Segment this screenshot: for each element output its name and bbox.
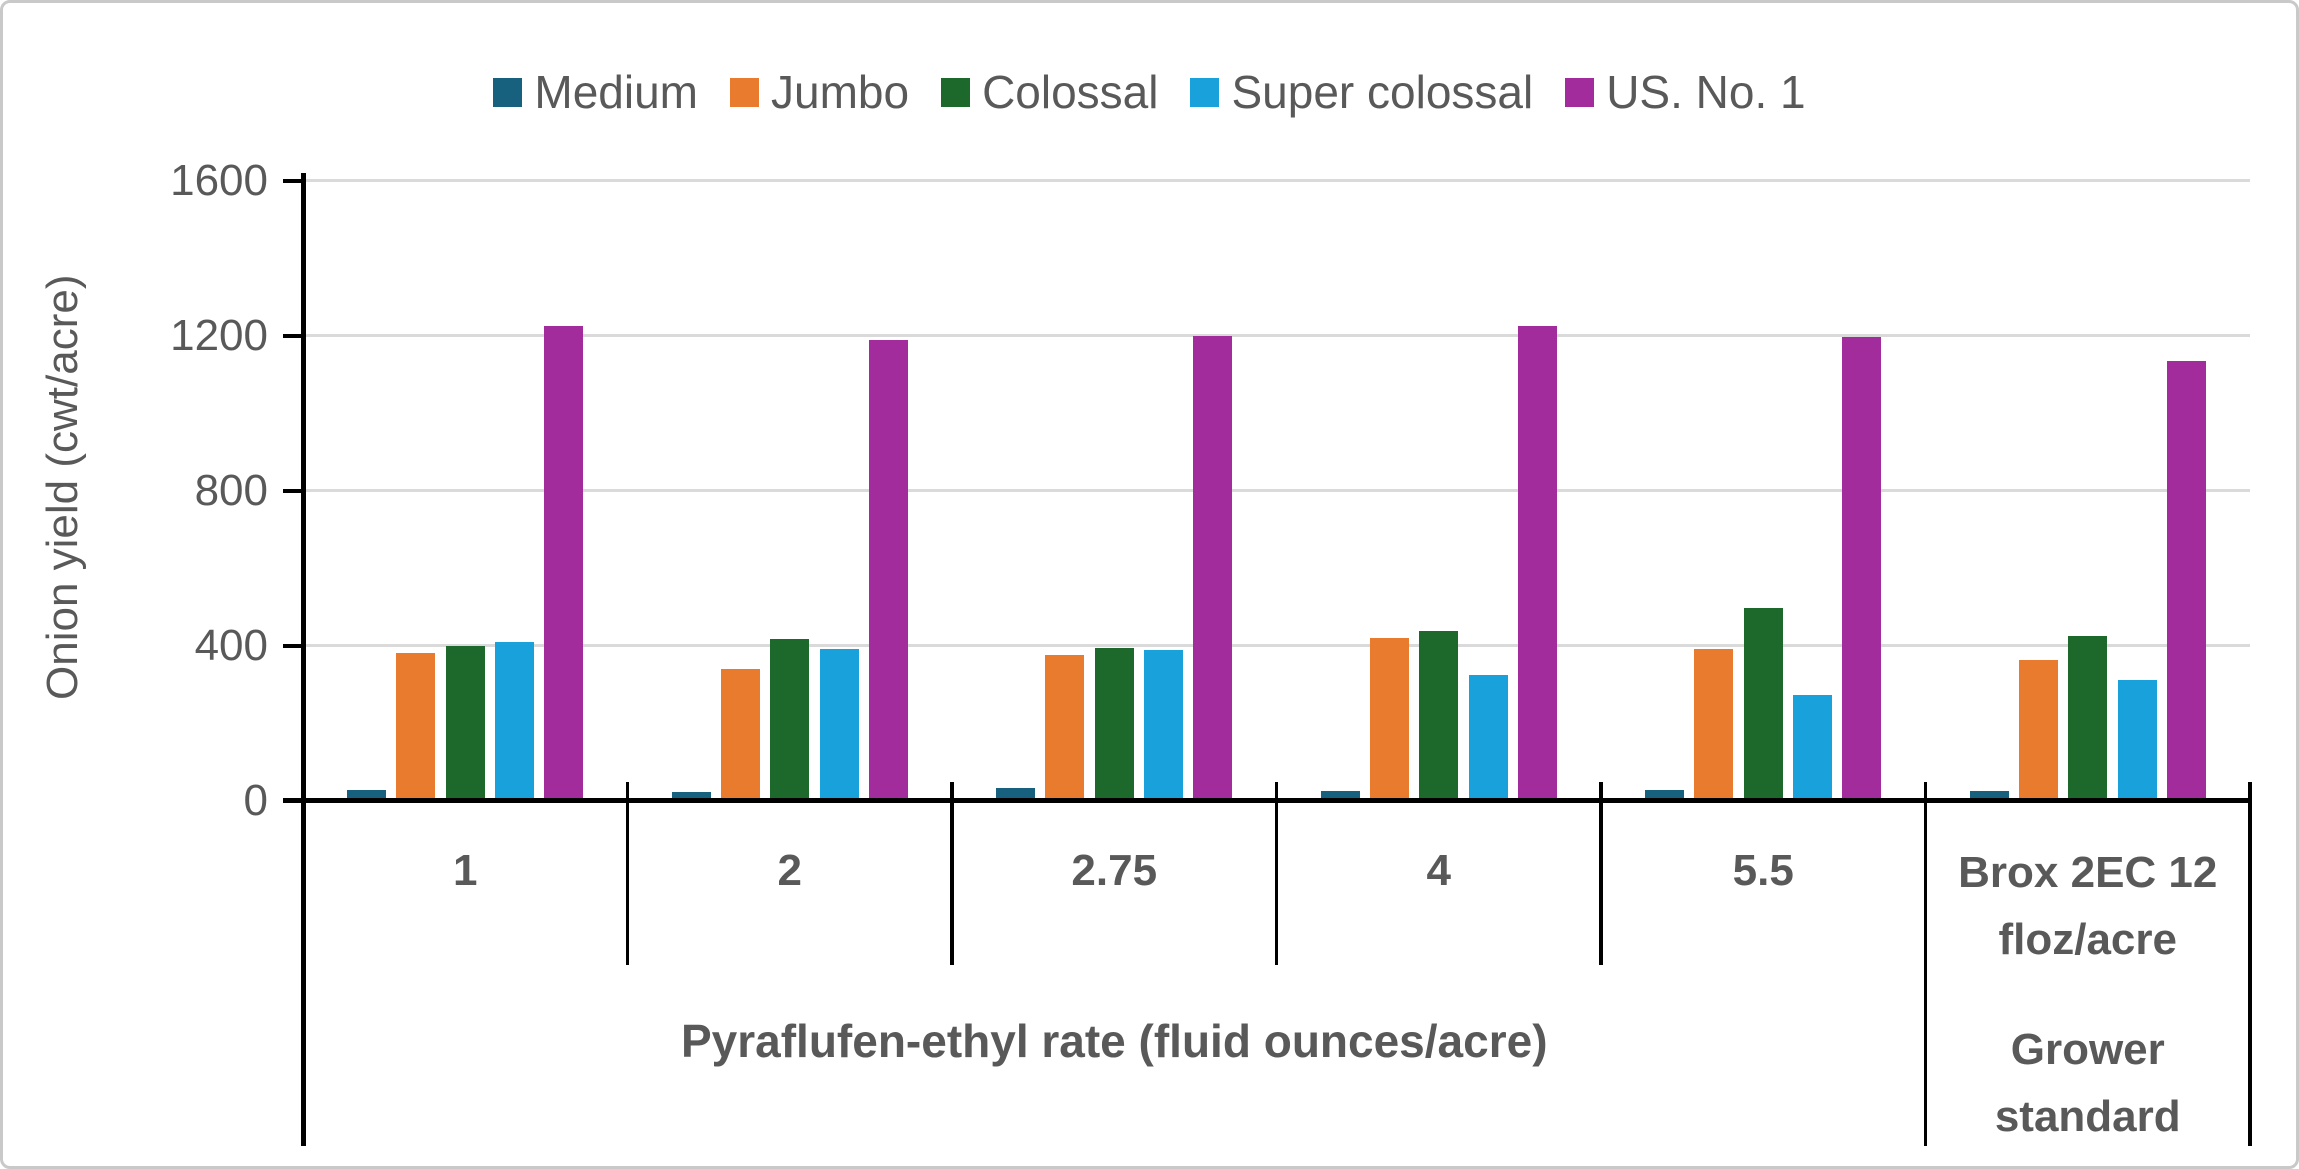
legend-label: Medium bbox=[534, 66, 698, 118]
legend-label: US. No. 1 bbox=[1606, 66, 1806, 118]
plot-right-border bbox=[2248, 782, 2252, 1146]
legend-swatch-us-no-1 bbox=[1565, 77, 1595, 107]
bar-super-colossal bbox=[1468, 674, 1508, 801]
bar-colossal bbox=[1743, 607, 1783, 801]
bar-us-no-1 bbox=[868, 340, 908, 801]
bar-medium bbox=[1969, 790, 2009, 801]
y-tick-label: 800 bbox=[194, 465, 268, 515]
bar-jumbo bbox=[2018, 660, 2058, 801]
legend-swatch-super-colossal bbox=[1190, 77, 1220, 107]
gridline bbox=[303, 179, 2250, 182]
category-separator bbox=[1923, 782, 1928, 1146]
y-tick-label: 1200 bbox=[170, 310, 268, 360]
bar-super-colossal bbox=[2117, 679, 2157, 801]
bar-jumbo bbox=[1045, 655, 1085, 801]
bar-us-no-1 bbox=[1193, 335, 1233, 801]
legend-swatch-jumbo bbox=[729, 77, 759, 107]
bar-super-colossal bbox=[1144, 650, 1184, 801]
bar-colossal bbox=[770, 638, 810, 801]
category-separator bbox=[625, 782, 630, 965]
bar-super-colossal bbox=[1793, 694, 1833, 801]
legend-label: Jumbo bbox=[770, 66, 910, 118]
category-label: 2.75 bbox=[1071, 846, 1158, 895]
legend-label: Colossal bbox=[982, 66, 1159, 118]
y-axis-line bbox=[301, 173, 306, 1146]
category-sublabel-grower: Grower standard bbox=[1994, 1025, 2181, 1141]
bar-jumbo bbox=[1369, 637, 1409, 801]
gridline bbox=[303, 644, 2250, 647]
y-tick-mark bbox=[283, 333, 303, 338]
bar-jumbo bbox=[396, 653, 436, 801]
bar-jumbo bbox=[1694, 649, 1734, 801]
bar-super-colossal bbox=[819, 649, 859, 801]
legend-item-jumbo: Jumbo bbox=[729, 65, 910, 119]
bar-us-no-1 bbox=[2166, 360, 2206, 801]
legend-item-super-colossal: Super colossal bbox=[1190, 65, 1533, 119]
y-tick-label: 1600 bbox=[170, 155, 268, 205]
gridline bbox=[303, 489, 2250, 492]
category-label: 2 bbox=[777, 846, 802, 895]
category-label-brox: Brox 2EC 12 floz/acre bbox=[1958, 848, 2218, 964]
bar-colossal bbox=[1094, 647, 1134, 801]
y-tick-label: 0 bbox=[243, 775, 268, 825]
bar-medium bbox=[1320, 790, 1360, 801]
y-tick-label: 400 bbox=[194, 620, 268, 670]
bar-colossal bbox=[445, 645, 485, 801]
x-axis-title: Pyraflufen-ethyl rate (fluid ounces/acre… bbox=[680, 1015, 1548, 1067]
y-axis-title: Onion yield (cwt/acre) bbox=[38, 274, 87, 700]
category-separator bbox=[1274, 782, 1279, 965]
bar-medium bbox=[671, 791, 711, 801]
legend-item-medium: Medium bbox=[493, 65, 698, 119]
bar-medium bbox=[347, 790, 387, 801]
category-label: 4 bbox=[1426, 846, 1451, 895]
legend-item-colossal: Colossal bbox=[941, 65, 1158, 119]
y-tick-mark bbox=[283, 488, 303, 493]
bar-colossal bbox=[2068, 636, 2108, 801]
chart-legend: Medium Jumbo Colossal Super colossal US.… bbox=[3, 65, 2296, 119]
legend-swatch-medium bbox=[493, 77, 523, 107]
bar-colossal bbox=[1419, 630, 1459, 801]
bar-us-no-1 bbox=[1517, 325, 1557, 801]
legend-label: Super colossal bbox=[1231, 66, 1534, 118]
gridline bbox=[303, 334, 2250, 337]
legend-swatch-colossal bbox=[941, 77, 971, 107]
category-label: 5.5 bbox=[1732, 846, 1794, 895]
bar-us-no-1 bbox=[544, 325, 584, 801]
bar-super-colossal bbox=[495, 642, 535, 801]
bar-medium bbox=[996, 788, 1036, 801]
category-label: 1 bbox=[453, 846, 478, 895]
x-axis-line bbox=[283, 798, 2250, 803]
y-tick-mark bbox=[283, 178, 303, 183]
bar-jumbo bbox=[720, 668, 760, 801]
bar-us-no-1 bbox=[1842, 337, 1882, 801]
legend-item-us-no-1: US. No. 1 bbox=[1565, 65, 1806, 119]
category-separator bbox=[950, 782, 954, 965]
bar-medium bbox=[1645, 790, 1685, 801]
y-tick-mark bbox=[283, 643, 303, 648]
category-separator bbox=[1599, 782, 1603, 965]
